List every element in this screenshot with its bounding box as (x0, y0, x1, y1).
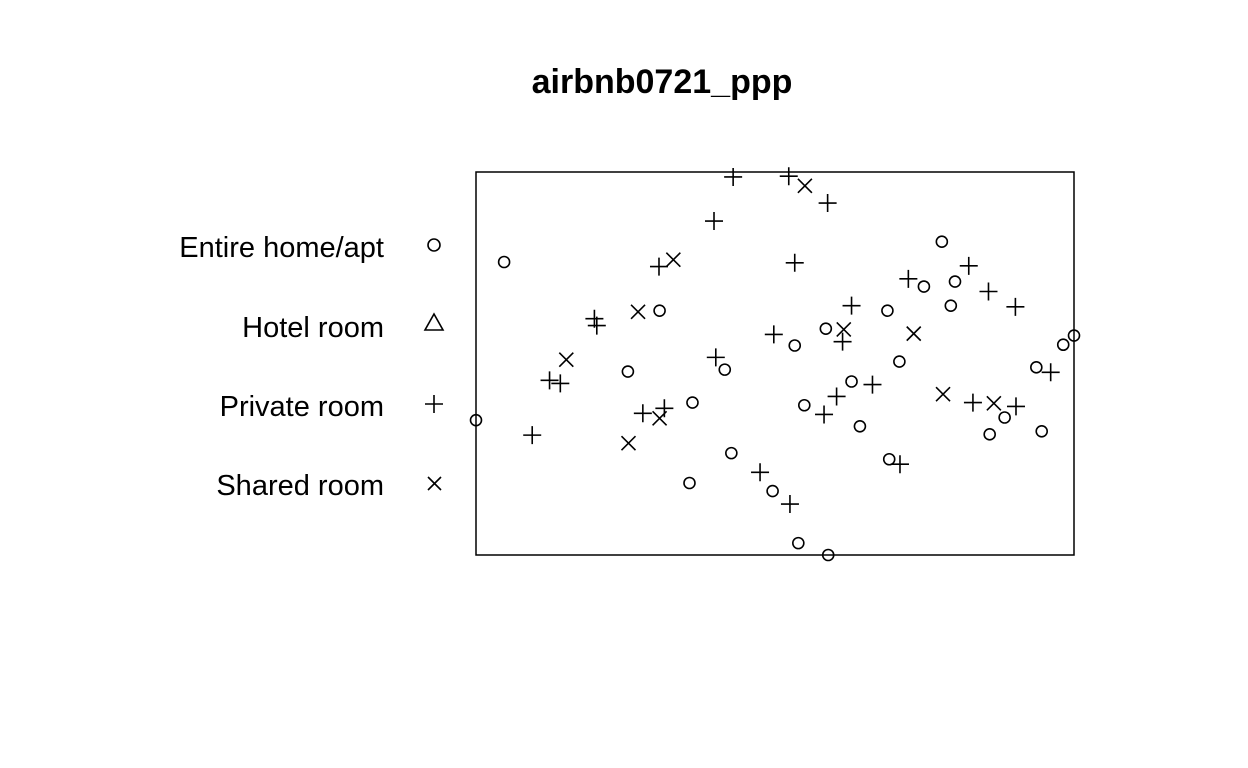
point-plus-marker (979, 282, 998, 301)
point-plus-marker (899, 269, 918, 288)
point-x-marker (906, 326, 922, 342)
point-x-marker (665, 252, 681, 268)
legend-label: Shared room (216, 470, 384, 502)
point-plus-marker (1006, 397, 1025, 416)
point-circle-marker (1067, 329, 1081, 342)
point-circle-marker (766, 484, 779, 498)
point-plus-marker (842, 296, 861, 315)
point-x-marker (836, 321, 852, 337)
point-x-marker (935, 386, 951, 402)
point-plus-marker (724, 167, 743, 186)
point-circle-marker (788, 339, 802, 352)
point-plus-marker (540, 371, 559, 390)
point-circle-marker (725, 446, 738, 460)
point-circle-marker (935, 235, 949, 249)
point-circle-marker (948, 275, 962, 288)
point-plus-marker (827, 387, 846, 406)
legend-triangle-marker (423, 312, 445, 331)
point-plus-marker (585, 309, 604, 328)
point-circle-marker (882, 452, 896, 466)
point-circle-marker (917, 280, 931, 293)
point-plus-marker (649, 257, 668, 276)
point-plus-marker (780, 495, 799, 514)
point-circle-marker (798, 398, 811, 412)
point-x-marker (558, 352, 574, 368)
point-circle-marker (998, 411, 1011, 424)
legend-x-marker (427, 476, 442, 491)
point-circle-marker (893, 355, 906, 368)
legend-item-entire-home: Entire home/apt (179, 232, 441, 264)
plot-frame (475, 171, 1075, 556)
point-plus-marker (779, 167, 798, 186)
point-circle-marker (497, 255, 511, 269)
point-circle-marker (718, 363, 732, 376)
point-circle-marker (881, 304, 894, 317)
point-plus-marker (959, 256, 978, 275)
point-circle-marker (845, 375, 858, 388)
point-plus-marker (818, 194, 837, 213)
point-plus-marker (833, 332, 852, 351)
point-circle-marker (821, 548, 835, 562)
point-circle-marker (686, 396, 699, 409)
point-x-marker (652, 410, 668, 426)
point-circle-marker (621, 365, 635, 378)
legend-plus-marker (425, 395, 443, 413)
point-circle-marker (683, 476, 696, 490)
legend-circle-marker (427, 238, 441, 252)
point-plus-marker (551, 374, 570, 393)
legend-item-hotel-room: Hotel room (242, 312, 445, 344)
point-plus-marker (863, 375, 882, 394)
point-circle-marker (1056, 338, 1070, 352)
point-plus-marker (705, 212, 724, 231)
plot-area (469, 167, 1081, 562)
point-plus-marker (890, 455, 909, 474)
point-plus-marker (764, 325, 783, 344)
point-circle-marker (1030, 361, 1043, 374)
point-circle-marker (792, 536, 805, 550)
point-x-marker (797, 178, 813, 194)
point-x-marker (620, 435, 637, 451)
point-plus-marker (1006, 297, 1025, 316)
point-circle-marker (944, 299, 958, 312)
point-circle-marker (983, 428, 996, 441)
point-circle-marker (653, 304, 666, 317)
legend-label: Hotel room (242, 312, 384, 344)
legend-label: Entire home/apt (179, 232, 384, 264)
legend-item-shared-room: Shared room (216, 470, 442, 502)
point-plus-marker (523, 426, 542, 445)
legend-label: Private room (220, 391, 384, 423)
point-circle-marker (1035, 424, 1049, 438)
point-plus-marker (963, 393, 982, 412)
point-circle-marker (819, 322, 833, 335)
chart-title: airbnb0721_ppp (532, 63, 793, 101)
point-circle-marker (469, 413, 483, 427)
point-plus-marker (633, 404, 652, 423)
point-x-marker (630, 304, 646, 320)
point-plus-marker (751, 463, 770, 482)
legend-item-private-room: Private room (220, 391, 443, 423)
point-plus-marker (587, 316, 606, 335)
point-circle-marker (853, 420, 867, 433)
point-x-marker (986, 395, 1002, 411)
point-plus-marker (785, 253, 804, 272)
point-plus-marker (706, 348, 725, 367)
point-plus-marker (1041, 363, 1060, 382)
point-plus-marker (815, 405, 834, 424)
legend: Entire home/apt Hotel room Private room … (179, 232, 445, 502)
